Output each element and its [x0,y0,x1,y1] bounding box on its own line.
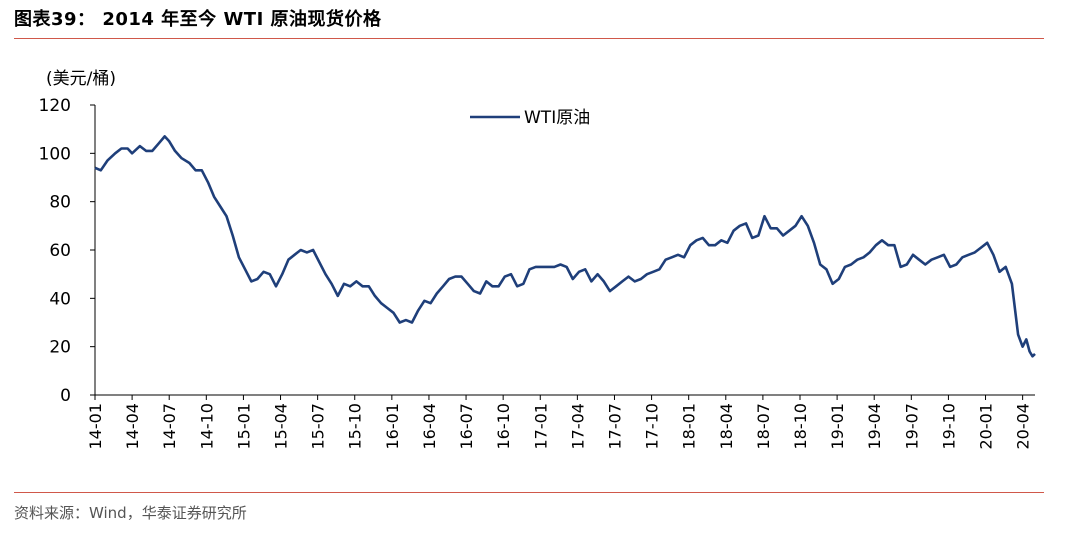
x-tick-label: 16-07 [457,403,476,450]
x-tick-label: 15-04 [272,403,291,450]
y-tick-label: 0 [60,386,71,406]
x-tick-label: 16-04 [420,403,439,450]
x-tick-label: 19-07 [902,403,921,450]
x-tick-label: 16-10 [494,403,513,450]
footer-divider [14,492,1044,493]
x-tick-label: 19-10 [939,403,958,450]
x-tick-label: 18-04 [717,403,736,450]
y-tick-label: 120 [39,96,71,116]
y-tick-label: 100 [39,144,71,164]
x-tick-label: 14-07 [160,403,179,450]
y-tick-label: 40 [49,289,71,309]
x-tick-label: 18-10 [791,403,810,450]
title-divider [14,38,1044,39]
y-axis-unit-label: (美元/桶) [46,69,116,89]
x-tick-label: 20-04 [1014,403,1033,450]
x-tick-label: 20-01 [977,403,996,450]
y-tick-label: 80 [49,193,71,213]
source-note: 资料来源：Wind，华泰证券研究所 [14,504,247,522]
series-line-wti [94,135,1036,358]
series-group [94,135,1036,358]
x-axis: 14-01 14-04 14-07 14-10 15-01 15-04 15-07 15-10… [86,394,1035,450]
x-tick-label: 19-01 [828,403,847,450]
x-tick-label: 16-01 [383,403,402,450]
x-tick-label: 15-07 [309,403,328,450]
x-tick-label: 17-04 [568,403,587,450]
x-tick-label: 18-01 [680,403,699,450]
y-axis: 0 20 40 60 80 100 120 [39,96,96,406]
x-tick-label: 17-01 [531,403,550,450]
x-tick-label: 19-04 [865,403,884,450]
y-tick-label: 60 [49,241,71,261]
legend-label: WTI原油 [524,108,590,128]
x-tick-label: 14-04 [123,403,142,450]
x-tick-label: 17-07 [605,403,624,450]
y-tick-label: 20 [49,338,71,358]
chart-title: 图表39： 2014 年至今 WTI 原油现货价格 [14,9,382,30]
x-tick-label: 15-01 [234,403,253,450]
x-tick-label: 14-10 [197,403,216,450]
legend: WTI原油 [470,108,590,128]
x-tick-label: 15-10 [346,403,365,450]
x-tick-label: 17-10 [643,403,662,450]
x-tick-label: 18-07 [754,403,773,450]
x-tick-label: 14-01 [86,403,105,450]
